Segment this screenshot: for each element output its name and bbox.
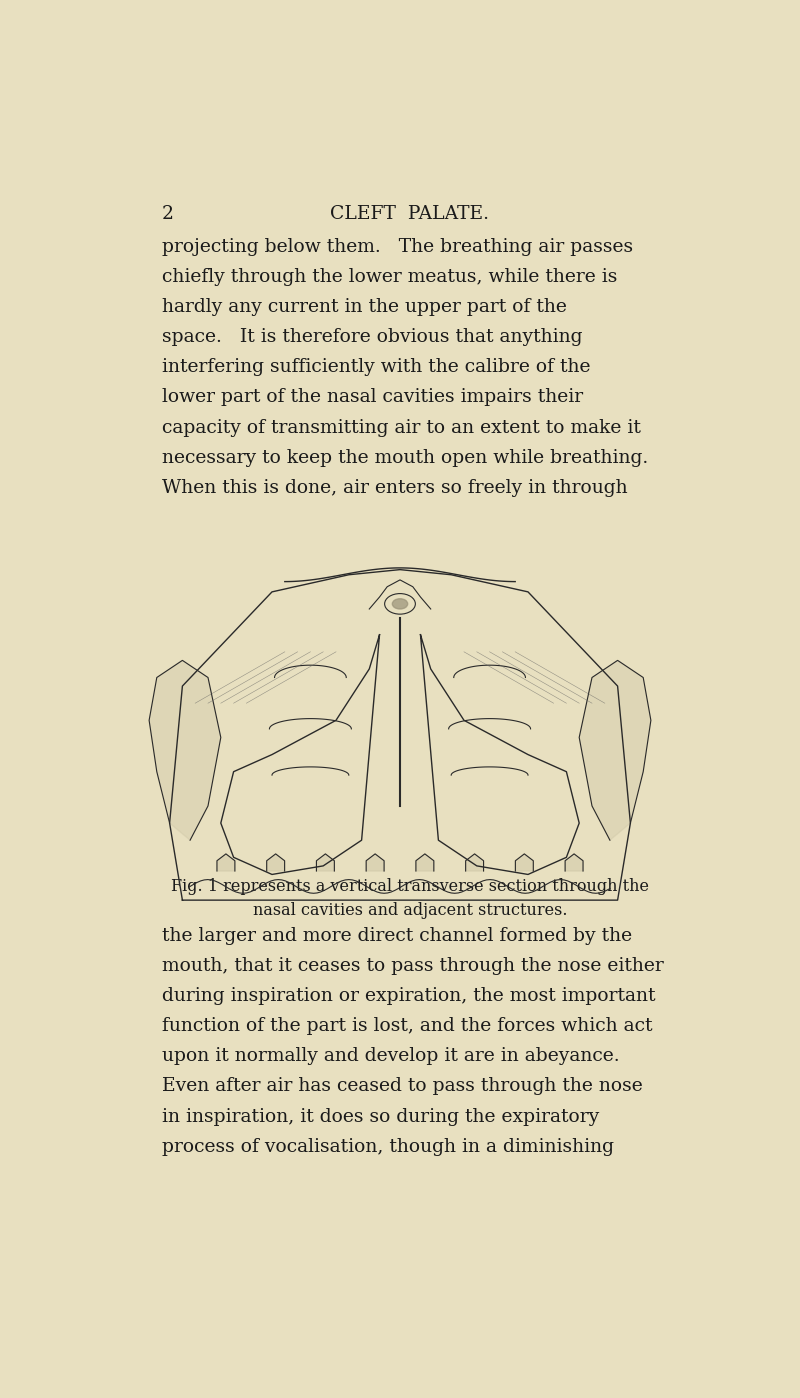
Text: capacity of transmitting air to an extent to make it: capacity of transmitting air to an exten…	[162, 418, 641, 436]
Polygon shape	[565, 854, 583, 871]
Text: upon it normally and develop it are in abeyance.: upon it normally and develop it are in a…	[162, 1047, 620, 1065]
Text: during inspiration or expiration, the most important: during inspiration or expiration, the mo…	[162, 987, 655, 1005]
Text: lower part of the nasal cavities impairs their: lower part of the nasal cavities impairs…	[162, 389, 583, 407]
Text: the larger and more direct channel formed by the: the larger and more direct channel forme…	[162, 927, 632, 945]
Text: Even after air has ceased to pass through the nose: Even after air has ceased to pass throug…	[162, 1078, 642, 1096]
Polygon shape	[149, 660, 221, 840]
Text: When this is done, air enters so freely in through: When this is done, air enters so freely …	[162, 480, 628, 496]
Polygon shape	[466, 854, 483, 871]
Polygon shape	[515, 854, 534, 871]
Text: interfering sufficiently with the calibre of the: interfering sufficiently with the calibr…	[162, 358, 590, 376]
Polygon shape	[266, 854, 285, 871]
Text: function of the part is lost, and the forces which act: function of the part is lost, and the fo…	[162, 1018, 653, 1035]
Text: in inspiration, it does so during the expiratory: in inspiration, it does so during the ex…	[162, 1107, 599, 1125]
Circle shape	[392, 598, 408, 610]
Text: mouth, that it ceases to pass through the nose either: mouth, that it ceases to pass through th…	[162, 956, 664, 974]
Text: hardly any current in the upper part of the: hardly any current in the upper part of …	[162, 298, 567, 316]
Text: Fig. 1 represents a vertical transverse section through the
nasal cavities and a: Fig. 1 represents a vertical transverse …	[171, 878, 649, 918]
Text: process of vocalisation, though in a diminishing: process of vocalisation, though in a dim…	[162, 1138, 614, 1156]
Text: chiefly through the lower meatus, while there is: chiefly through the lower meatus, while …	[162, 268, 618, 285]
Text: necessary to keep the mouth open while breathing.: necessary to keep the mouth open while b…	[162, 449, 648, 467]
Text: space.   It is therefore obvious that anything: space. It is therefore obvious that anyt…	[162, 329, 582, 347]
Polygon shape	[366, 854, 384, 871]
Text: projecting below them.   The breathing air passes: projecting below them. The breathing air…	[162, 238, 633, 256]
Text: CLEFT  PALATE.: CLEFT PALATE.	[330, 206, 490, 224]
Polygon shape	[416, 854, 434, 871]
Polygon shape	[217, 854, 235, 871]
Polygon shape	[579, 660, 651, 840]
Text: 2: 2	[162, 206, 174, 224]
Polygon shape	[317, 854, 334, 871]
